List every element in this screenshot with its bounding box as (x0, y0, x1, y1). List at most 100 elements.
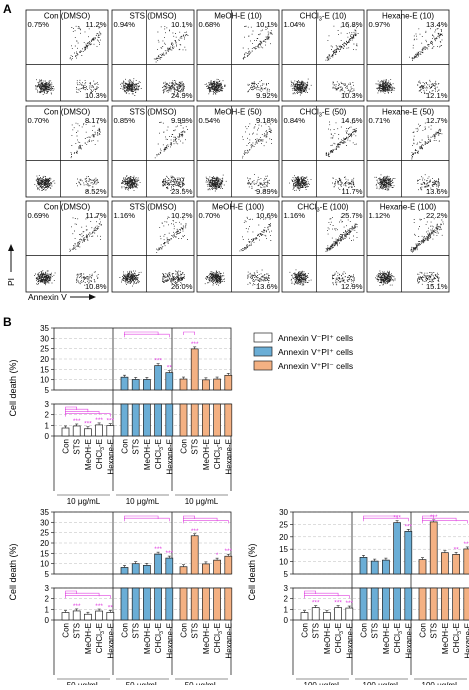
bar-lower-segment (154, 587, 162, 621)
y-tick-label: 5 (45, 570, 50, 579)
significance-bracket (124, 333, 170, 338)
category-tick-label: STS (73, 439, 82, 455)
bar (418, 559, 427, 575)
label-part: -E (213, 439, 222, 447)
legend-swatch (253, 360, 273, 371)
bar-lower-segment (213, 403, 221, 437)
label-subscript: 3 (398, 631, 404, 634)
dot-plot: MeOH-E (50)0.54% 9.18% 9.89% (196, 105, 280, 198)
y-tick-label: 20 (279, 533, 288, 542)
axis-labels: PI Annexin V (6, 244, 96, 302)
quadrant-ur-percent: 10.1% (171, 20, 193, 29)
quadrant-ul-percent: 0.70% (28, 116, 50, 125)
quadrant-lr-percent: 10.3% (341, 91, 363, 100)
dose-label: 100 μg/mL (304, 681, 343, 685)
quadrant-lr-percent: 13.6% (426, 187, 448, 196)
quadrant-ur-percent: 11.2% (86, 20, 107, 29)
significance-bracket (422, 520, 468, 524)
label-part: CHCl (393, 634, 402, 653)
label-subscript: 3 (100, 631, 106, 634)
legend-swatch (253, 332, 273, 343)
y-tick-label: 5 (45, 386, 50, 395)
quadrant-ul-percent: 0.68% (199, 20, 221, 29)
label-subscript: 3 (319, 113, 322, 119)
bar (202, 563, 210, 575)
quadrant-ul-percent: 1.16% (284, 211, 306, 220)
significance-bracket (65, 406, 77, 410)
label-subscript: 3 (100, 447, 106, 450)
y-tick-label: 30 (40, 518, 49, 527)
bar-lower-segment (393, 587, 401, 621)
cell-dots (34, 216, 102, 286)
bar (323, 612, 331, 621)
significance-stars: *** (95, 603, 103, 610)
quadrant-lr-percent: 26.0% (171, 282, 193, 291)
dot-plot-title: Con (DMSO) (44, 12, 91, 21)
quadrant-ul-percent: 1.04% (284, 20, 306, 29)
bar (441, 552, 449, 575)
bar-lower-segment (224, 587, 233, 621)
bar (84, 428, 92, 437)
bar-lower-segment (165, 587, 174, 621)
quadrant-ur-percent: 10.1% (256, 20, 278, 29)
label-subscript: 3 (218, 631, 224, 634)
y-tick-label: 2 (45, 411, 50, 420)
bar-lower-segment (143, 587, 151, 621)
category-tick-label: CHCl3-E (95, 623, 106, 653)
dot-plot: CHCl3-E (100)1.16% 25.7%12.9% (281, 200, 365, 293)
dot-plot: Hexane-E (100)1.12% 22.2% 15.1% (366, 200, 450, 293)
bar-lower-segment (190, 587, 199, 621)
panel-a-label: A (3, 2, 12, 16)
y-tick-label: 20 (40, 355, 49, 364)
dot-plot: STS (DMSO)0.85% 9.99% 23.5% (111, 105, 195, 198)
dot-plot-frame (281, 105, 365, 198)
significance-bracket (183, 331, 195, 335)
quadrant-lr-percent: 8.52% (85, 187, 107, 196)
dot-plot-title: Hexane-E (50) (382, 108, 434, 117)
bar-lower-segment (463, 587, 469, 621)
quadrant-lr-percent: 10.8% (85, 282, 107, 291)
cell-dots (375, 25, 443, 95)
label-part: CHCl (213, 450, 222, 469)
label-subscript: 3 (218, 447, 224, 450)
dot-plot-frame (196, 105, 280, 198)
y-tick-label: 1 (45, 605, 50, 614)
quadrant-ul-percent: 0.75% (28, 20, 50, 29)
bar (382, 559, 390, 575)
bar-lower-segment (179, 587, 188, 621)
y-tick-label: 0 (284, 616, 289, 625)
quadrant-ur-percent: 14.6% (341, 116, 363, 125)
y-tick-label: 25 (40, 345, 49, 354)
bar-lower-segment (202, 587, 210, 621)
bar (224, 374, 233, 391)
significance-stars: *** (84, 421, 92, 428)
label-part: -E (154, 439, 163, 447)
bar (120, 567, 129, 575)
dot-plot-title: STS (DMSO) (129, 108, 176, 117)
bar-lower-segment (382, 587, 390, 621)
bar-lower-segment (429, 587, 438, 621)
y-tick-label: 35 (40, 324, 49, 333)
upper-frame (53, 327, 232, 391)
significance-bracket (422, 517, 457, 522)
y-tick-label: 5 (284, 570, 289, 579)
dot-plot: CHCl3-E (50)0.84% 14.6%11.7% (281, 105, 365, 198)
dose-label: 50 μg/mL (126, 681, 160, 685)
dot-plot-title: CHCl3-E (100) (297, 203, 348, 214)
quadrant-ur-percent: 10.2% (171, 211, 193, 220)
dose-label: 100 μg/mL (422, 681, 461, 685)
bar-lower-segment (120, 403, 129, 437)
category-tick-label: Hexane-E (106, 623, 115, 659)
quadrant-lr-percent: 10.3% (85, 91, 107, 100)
significance-stars: *** (107, 418, 115, 425)
dose-label: 10 μg/mL (67, 497, 101, 506)
dot-plot-title: Hexane-E (10) (382, 12, 434, 21)
y-tick-label: 30 (279, 508, 288, 517)
significance-bracket (65, 590, 77, 594)
lower-frame (292, 587, 469, 621)
quadrant-ur-percent: 9.18% (256, 116, 278, 125)
significance-bracket (65, 408, 89, 413)
cell-dots (204, 216, 272, 286)
quadrant-lr-percent: 9.92% (256, 91, 278, 100)
y-tick-label: 15 (40, 549, 49, 558)
